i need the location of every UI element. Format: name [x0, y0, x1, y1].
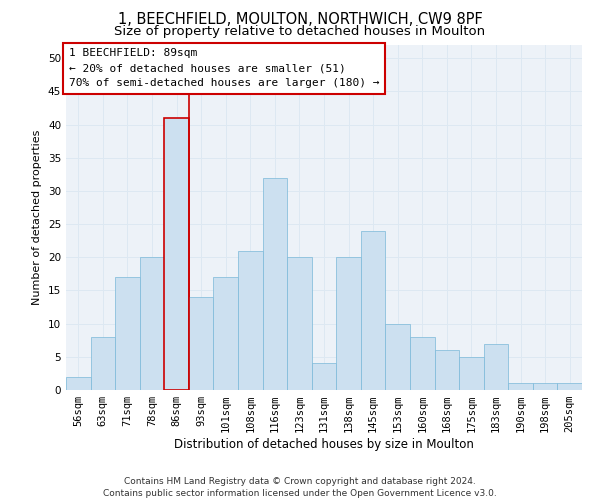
Bar	[533, 384, 557, 390]
Bar	[287, 258, 312, 390]
Bar	[459, 357, 484, 390]
X-axis label: Distribution of detached houses by size in Moulton: Distribution of detached houses by size …	[174, 438, 474, 451]
Bar	[434, 350, 459, 390]
Bar	[410, 337, 434, 390]
Bar	[508, 384, 533, 390]
Text: Contains HM Land Registry data © Crown copyright and database right 2024.
Contai: Contains HM Land Registry data © Crown c…	[103, 476, 497, 498]
Bar	[66, 376, 91, 390]
Bar	[484, 344, 508, 390]
Bar	[361, 231, 385, 390]
Y-axis label: Number of detached properties: Number of detached properties	[32, 130, 43, 305]
Bar	[557, 384, 582, 390]
Bar	[115, 277, 140, 390]
Bar	[91, 337, 115, 390]
Bar	[312, 364, 336, 390]
Text: 1 BEECHFIELD: 89sqm
← 20% of detached houses are smaller (51)
70% of semi-detach: 1 BEECHFIELD: 89sqm ← 20% of detached ho…	[68, 48, 379, 88]
Bar	[164, 118, 189, 390]
Bar	[336, 258, 361, 390]
Bar	[385, 324, 410, 390]
Bar	[238, 250, 263, 390]
Text: 1, BEECHFIELD, MOULTON, NORTHWICH, CW9 8PF: 1, BEECHFIELD, MOULTON, NORTHWICH, CW9 8…	[118, 12, 482, 28]
Text: Size of property relative to detached houses in Moulton: Size of property relative to detached ho…	[115, 25, 485, 38]
Bar	[189, 297, 214, 390]
Bar	[214, 277, 238, 390]
Bar	[140, 258, 164, 390]
Bar	[263, 178, 287, 390]
